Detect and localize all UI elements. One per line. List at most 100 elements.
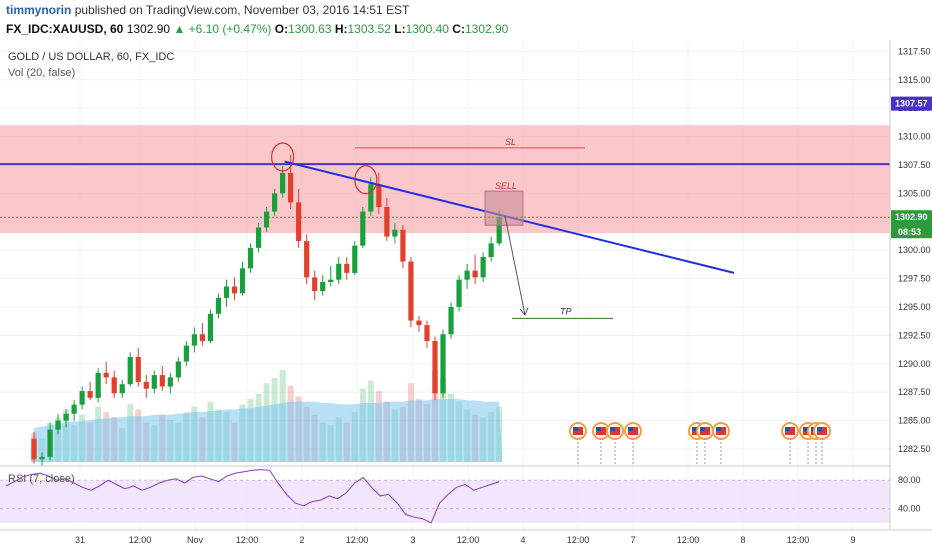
candle-body <box>55 420 61 430</box>
candle-body <box>344 263 350 273</box>
candle-body <box>288 172 294 203</box>
candle-body <box>199 334 206 342</box>
rsi-grid <box>0 479 890 510</box>
time-tick-label: 8 <box>740 535 745 545</box>
candle-body <box>71 404 77 414</box>
candle-body <box>408 261 414 321</box>
arrow-line[interactable] <box>504 215 526 316</box>
candle-body <box>207 313 214 342</box>
candle-body <box>320 281 326 292</box>
sl-label: SL <box>505 137 516 147</box>
candle-body <box>400 229 406 262</box>
candle-body <box>127 356 133 385</box>
arrow-head <box>519 307 529 316</box>
candle-body <box>448 306 454 335</box>
candle-body <box>95 372 101 398</box>
last-price-badge: 1302.90 08:53 <box>891 210 932 239</box>
level-badge-text: 1307.57 <box>895 99 928 109</box>
price-chart[interactable]: SL TP SELL 1317.501315.001312.501310.001… <box>0 40 932 550</box>
rsi-axis[interactable]: 80.00 40.00 <box>898 475 921 513</box>
high-label: H: <box>334 22 348 36</box>
price-tick-label: 1295.00 <box>898 302 931 312</box>
candle-body <box>223 286 230 298</box>
candle-body <box>328 279 334 282</box>
candle-body <box>87 391 93 398</box>
price-tick-label: 1315.00 <box>898 75 931 85</box>
candle-body <box>239 268 246 294</box>
candle-body <box>296 202 302 242</box>
high-value: 1303.52 <box>347 22 391 36</box>
price-axis[interactable]: 1317.501315.001312.501310.001307.501305.… <box>898 46 931 454</box>
countdown-text: 08:53 <box>898 227 921 237</box>
candle-body <box>247 247 254 269</box>
rsi-tick-label: 40.00 <box>898 504 921 514</box>
rsi-band <box>0 480 890 523</box>
rsi-line <box>5 469 500 524</box>
candle-body <box>103 372 109 378</box>
flag-canton <box>692 427 697 431</box>
price-value: 1302.90 <box>126 22 171 36</box>
candle-body <box>79 391 85 405</box>
candle-body <box>432 341 438 394</box>
candle-body <box>376 184 382 207</box>
time-tick-label: 12:00 <box>787 535 810 545</box>
level-badge: 1307.57 <box>891 96 932 111</box>
flag-canton <box>785 427 790 431</box>
author-link[interactable]: timmynorin <box>6 3 72 17</box>
time-tick-label: Nov <box>187 535 204 545</box>
candle-body <box>424 325 430 342</box>
candle-body <box>159 375 165 387</box>
main-legend[interactable]: GOLD / US DOLLAR, 60, FX_IDC <box>8 51 174 63</box>
sell-box[interactable] <box>484 190 524 226</box>
top-circle-2[interactable] <box>354 165 378 195</box>
candle-body <box>111 377 117 394</box>
candle-body <box>312 277 318 292</box>
drawings: SL TP SELL <box>271 137 613 319</box>
price-tick-label: 1300.00 <box>898 245 931 255</box>
candle-body <box>143 381 149 389</box>
price-tick-label: 1292.50 <box>898 330 931 340</box>
volume-legend[interactable]: Vol (20, false) <box>8 67 75 79</box>
candle-body <box>352 245 358 273</box>
time-tick-label: 2 <box>299 535 304 545</box>
price-tick-label: 1282.50 <box>898 444 931 454</box>
candle-body <box>336 263 342 280</box>
candle-body <box>384 206 390 237</box>
time-axis[interactable]: 31 12:00 Nov 12:00 2 12:00 3 12:00 4 12:00 7 12:00 8… <box>75 535 856 545</box>
tp-label: TP <box>560 306 572 316</box>
time-tick-label: 12:00 <box>457 535 480 545</box>
candle-body <box>231 286 238 294</box>
level-badge-bg <box>891 96 932 111</box>
price-tick-label: 1290.00 <box>898 359 931 369</box>
candle-body <box>496 217 502 244</box>
top-circle-1[interactable] <box>271 142 295 172</box>
candles <box>31 154 502 466</box>
rsi-legend[interactable]: RSI (7, close) <box>8 473 75 485</box>
close-label: C: <box>452 22 465 36</box>
time-tick-label: 7 <box>630 535 635 545</box>
up-arrow-icon: ▲ <box>173 22 186 36</box>
candle-body <box>63 413 69 421</box>
candle-body <box>167 377 173 387</box>
candle-body <box>480 256 486 278</box>
ohlc-line: FX_IDC:XAUUSD, 60 1302.90 ▲ +6.10 (+0.47… <box>6 22 508 36</box>
candle-body <box>440 334 446 394</box>
price-tick-label: 1310.00 <box>898 132 931 142</box>
candle-body <box>263 211 270 228</box>
candle-body <box>488 243 494 257</box>
time-tick-label: 9 <box>850 535 855 545</box>
price-tick-label: 1285.00 <box>898 416 931 426</box>
flag-canton <box>700 427 705 431</box>
rsi-tick-label: 80.00 <box>898 475 921 485</box>
candle-body <box>135 356 141 382</box>
flag-canton <box>610 427 615 431</box>
close-value: 1302.90 <box>464 22 509 36</box>
flag-canton <box>817 427 822 431</box>
candle-body <box>183 345 189 362</box>
chart-area[interactable]: SL TP SELL 1317.501315.001312.501310.001… <box>0 40 932 550</box>
candle-body <box>304 241 310 278</box>
low-value: 1300.40 <box>405 22 449 36</box>
economic-events[interactable] <box>569 422 831 466</box>
symbol-label: FX_IDC:XAUUSD, 60 <box>6 22 124 36</box>
candle-body <box>191 334 197 346</box>
